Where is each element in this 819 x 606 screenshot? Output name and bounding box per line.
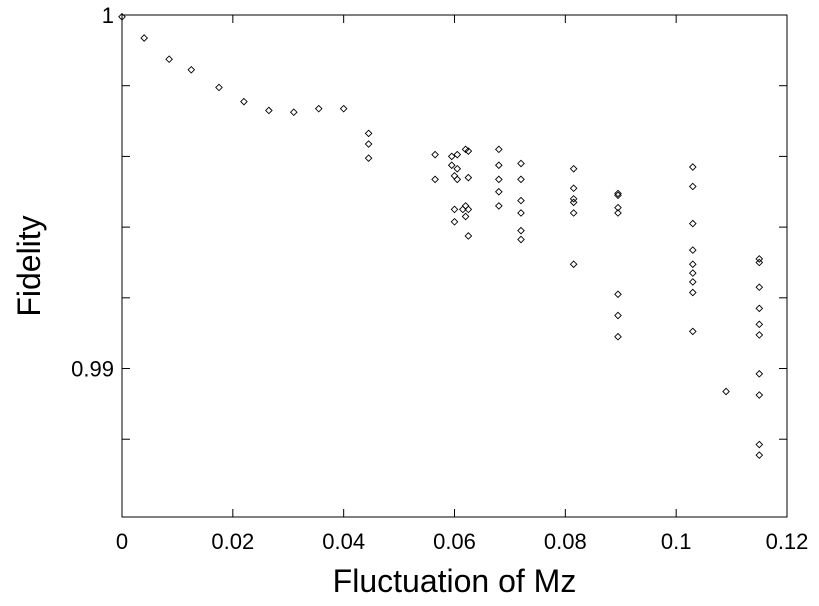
data-point	[722, 387, 730, 396]
x-tick-label: 0.02	[211, 529, 254, 554]
x-axis-label: Fluctuation of Mz	[333, 563, 577, 599]
data-point	[450, 205, 459, 214]
data-point	[314, 104, 323, 113]
x-tick-label: 0	[116, 529, 128, 554]
x-tick-label: 0.04	[322, 529, 365, 554]
data-point	[464, 232, 473, 240]
data-point	[688, 219, 697, 228]
x-tick-label: 0.08	[544, 529, 587, 554]
data-point	[569, 209, 578, 217]
data-point	[755, 391, 764, 399]
data-point	[755, 304, 764, 313]
data-point	[755, 451, 764, 459]
x-tick-label: 0.1	[661, 529, 692, 554]
data-point	[453, 164, 462, 173]
data-point	[755, 440, 764, 449]
data-point	[614, 290, 622, 299]
data-point	[450, 172, 459, 180]
data-point	[364, 154, 373, 163]
data-point	[461, 212, 470, 221]
data-point	[569, 184, 578, 193]
data-point	[755, 369, 764, 378]
data-point	[688, 269, 697, 277]
data-point	[494, 187, 503, 196]
y-tick-label: 1	[102, 3, 114, 28]
data-point	[364, 140, 373, 148]
data-point	[614, 203, 622, 212]
x-tick-label: 0.12	[766, 529, 809, 554]
data-point	[614, 189, 622, 198]
data-point	[517, 235, 525, 244]
data-point	[494, 161, 503, 170]
data-point	[240, 97, 248, 106]
data-point	[447, 152, 456, 161]
y-axis-label: Fidelity	[11, 215, 47, 316]
data-point	[614, 191, 622, 200]
data-point	[339, 104, 348, 113]
data-point	[569, 164, 578, 173]
data-point	[450, 217, 459, 226]
data-point	[289, 108, 298, 117]
plot-area-frame	[121, 14, 788, 518]
axis-ticks	[121, 14, 788, 517]
data-point	[494, 202, 503, 210]
data-point	[688, 260, 697, 269]
data-point	[688, 163, 697, 171]
data-point	[614, 311, 622, 320]
data-point	[494, 175, 503, 184]
data-point	[517, 175, 525, 184]
data-point	[517, 226, 525, 235]
y-tick-label: 0.99	[71, 357, 114, 382]
tick-labels: 0 0.02 0.04 0.06 0.08 0.1 0.12 1 0.99	[71, 3, 808, 554]
data-point	[517, 196, 525, 205]
data-point	[688, 182, 697, 191]
data-point	[688, 327, 697, 336]
data-point	[755, 258, 764, 267]
data-point	[431, 150, 439, 159]
data-point	[453, 175, 462, 184]
data-point	[265, 106, 273, 115]
data-point	[755, 320, 764, 329]
data-point	[447, 161, 456, 170]
data-point	[215, 83, 223, 92]
data-point	[165, 55, 173, 64]
data-point	[755, 255, 764, 263]
data-point	[517, 209, 525, 217]
data-point	[494, 145, 503, 154]
data-point	[569, 198, 578, 207]
data-point	[187, 65, 196, 74]
data-point	[461, 202, 470, 210]
data-point	[569, 194, 578, 203]
data-point	[569, 260, 578, 269]
data-point	[614, 209, 622, 217]
data-point	[431, 175, 439, 184]
data-point	[464, 205, 473, 214]
data-point	[688, 246, 697, 254]
data-point	[614, 332, 622, 341]
data-point	[364, 129, 373, 138]
data-point	[688, 278, 697, 286]
data-point	[453, 150, 462, 159]
x-tick-label: 0.06	[433, 529, 476, 554]
data-points	[118, 12, 764, 459]
data-point	[755, 331, 764, 339]
data-point	[464, 147, 473, 155]
data-point	[464, 173, 473, 182]
data-point	[517, 159, 525, 168]
data-point	[140, 34, 149, 42]
data-point	[688, 288, 697, 297]
data-point	[755, 283, 764, 292]
